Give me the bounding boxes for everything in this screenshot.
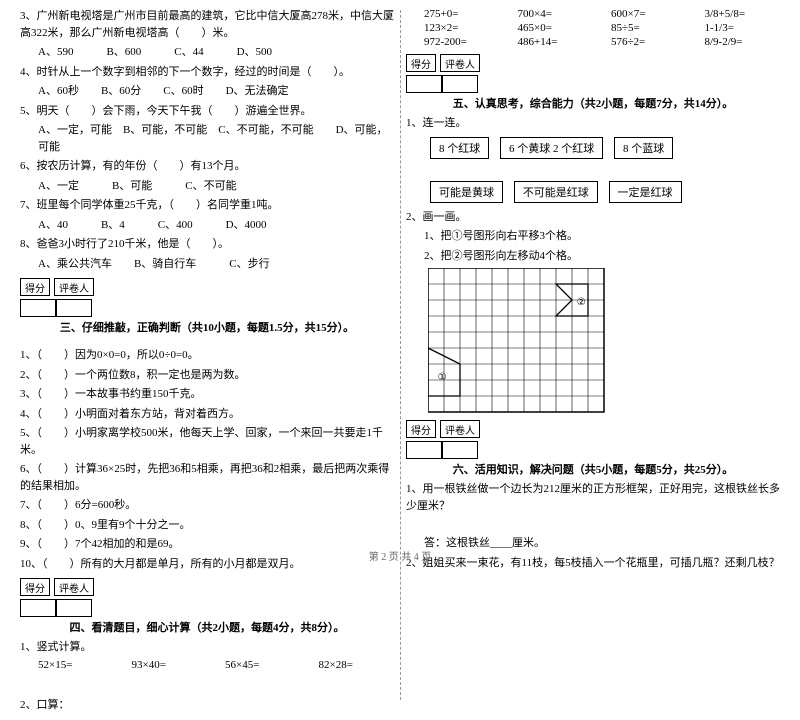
link-box: 8 个红球 — [430, 137, 489, 159]
score-box — [20, 299, 56, 317]
link-box: 一定是红球 — [609, 181, 682, 203]
link-box: 不可能是红球 — [514, 181, 598, 203]
link-box: 6 个黄球 2 个红球 — [500, 137, 603, 159]
link-row-1: 8 个红球 6 个黄球 2 个红球 8 个蓝球 — [406, 135, 780, 161]
calc-item: 85÷5= — [611, 22, 687, 34]
grader-label: 评卷人 — [440, 420, 480, 438]
grader-label: 评卷人 — [440, 54, 480, 72]
problem-1: 1、用一根铁丝做一个边长为212厘米的正方形框架，正好用完，这根铁丝长多少厘米？ — [406, 481, 780, 514]
grader-box — [442, 75, 478, 93]
draw-label: 2、画一画。 — [406, 209, 780, 226]
judge-3: 3、（ ）一本故事书约重150千克。 — [20, 386, 394, 403]
judge-4: 4、（ ）小明面对着东方站，背对着西方。 — [20, 406, 394, 423]
q4: 4、时针从上一个数字到相邻的下一个数字，经过的时间是（ ）。 — [20, 64, 394, 81]
calc-item: 1-1/3= — [705, 22, 781, 34]
calc-item: 56×45= — [225, 659, 301, 671]
calc-item: 275+0= — [424, 8, 500, 20]
grader-box — [56, 299, 92, 317]
q8-options: A、乘公共汽车 B、骑自行车 C、步行 — [20, 256, 394, 273]
section-3-title: 三、仔细推敲，正确判断（共10小题，每题1.5分，共15分）。 — [20, 319, 394, 335]
page-footer: 第 2 页 共 4 页 — [0, 548, 800, 563]
calc-item: 93×40= — [132, 659, 208, 671]
grader-label: 评卷人 — [54, 578, 94, 596]
judge-7: 7、（ ）6分=600秒。 — [20, 497, 394, 514]
score-label: 得分 — [20, 278, 50, 296]
q3-options: A、590 B、600 C、44 D、500 — [20, 44, 394, 61]
score-box — [406, 441, 442, 459]
judge-5: 5、（ ）小明家离学校500米，他每天上学、回家，一个来回一共要走1千米。 — [20, 425, 394, 458]
calc2-label: 2、口算： — [20, 697, 394, 714]
calc-item: 52×15= — [38, 659, 114, 671]
score-label: 得分 — [20, 578, 50, 596]
grid-figure: ②① — [406, 268, 780, 414]
calc-item: 700×4= — [518, 8, 594, 20]
score-label: 得分 — [406, 54, 436, 72]
q7-options: A、40 B、4 C、400 D、4000 — [20, 217, 394, 234]
calc-item: 972-200= — [424, 36, 500, 48]
judge-8: 8、（ ）0、9里有9个十分之一。 — [20, 517, 394, 534]
q5: 5、明天（ ）会下雨，今天下午我（ ）游遍全世界。 — [20, 103, 394, 120]
calc-item: 465×0= — [518, 22, 594, 34]
right-column: 275+0= 700×4= 600×7= 3/8+5/8= 123×2= 465… — [406, 8, 780, 716]
q3: 3、广州新电视塔是广州市目前最高的建筑，它比中信大厦高278米，中信大厦高322… — [20, 8, 394, 41]
svg-text:①: ① — [438, 372, 447, 383]
oral-calc-row: 275+0= 700×4= 600×7= 3/8+5/8= — [406, 8, 780, 20]
q6: 6、按农历计算，有的年份（ ）有13个月。 — [20, 158, 394, 175]
calc-item: 576÷2= — [611, 36, 687, 48]
section-5-title: 五、认真思考，综合能力（共2小题，每题7分，共14分）。 — [406, 95, 780, 111]
judge-2: 2、（ ）一个两位数8，积一定也是两为数。 — [20, 367, 394, 384]
score-row-5: 得分 评卷人 — [406, 54, 780, 72]
link-label: 1、连一连。 — [406, 115, 780, 132]
grader-box — [56, 599, 92, 617]
draw-step-2: 2、把②号图形向左移动4个格。 — [406, 248, 780, 265]
calc1-items: 52×15= 93×40= 56×45= 82×28= — [20, 659, 394, 671]
section-6-title: 六、活用知识，解决问题（共5小题，每题5分，共25分）。 — [406, 461, 780, 477]
q6-options: A、一定 B、可能 C、不可能 — [20, 178, 394, 195]
score-row-4: 得分 评卷人 — [20, 578, 394, 596]
calc-item: 600×7= — [611, 8, 687, 20]
judge-1: 1、（ ）因为0×0=0，所以0÷0=0。 — [20, 347, 394, 364]
oral-calc-row: 972-200= 486+14= 576÷2= 8/9-2/9= — [406, 36, 780, 48]
calc-item: 486+14= — [518, 36, 594, 48]
calc-item: 123×2= — [424, 22, 500, 34]
calc-item: 3/8+5/8= — [705, 8, 781, 20]
section-4-title: 四、看清题目，细心计算（共2小题，每题4分，共8分）。 — [20, 619, 394, 635]
grader-label: 评卷人 — [54, 278, 94, 296]
draw-step-1: 1、把①号图形向右平移3个格。 — [406, 228, 780, 245]
link-box: 可能是黄球 — [430, 181, 503, 203]
calc-item: 82×28= — [319, 659, 395, 671]
score-box — [406, 75, 442, 93]
oral-calc-row: 123×2= 465×0= 85÷5= 1-1/3= — [406, 22, 780, 34]
grader-box — [442, 441, 478, 459]
calc-item: 8/9-2/9= — [705, 36, 781, 48]
left-column: 3、广州新电视塔是广州市目前最高的建筑，它比中信大厦高278米，中信大厦高322… — [20, 8, 394, 716]
q7: 7、班里每个同学体重25千克，（ ）名同学重1吨。 — [20, 197, 394, 214]
link-row-2: 可能是黄球 不可能是红球 一定是红球 — [406, 179, 780, 205]
score-row-3: 得分 评卷人 — [20, 278, 394, 296]
q4-options: A、60秒 B、60分 C、60时 D、无法确定 — [20, 83, 394, 100]
judge-6: 6、（ ）计算36×25时，先把36和5相乘，再把36和2相乘，最后把两次乘得的… — [20, 461, 394, 494]
link-box: 8 个蓝球 — [614, 137, 673, 159]
score-label: 得分 — [406, 420, 436, 438]
score-box — [20, 599, 56, 617]
q8: 8、爸爸3小时行了210千米，他是（ ）。 — [20, 236, 394, 253]
score-row-6: 得分 评卷人 — [406, 420, 780, 438]
q5-options: A、一定，可能 B、可能，不可能 C、不可能，不可能 D、可能，可能 — [20, 122, 394, 155]
svg-text:②: ② — [577, 297, 586, 308]
calc1-label: 1、竖式计算。 — [20, 639, 394, 656]
